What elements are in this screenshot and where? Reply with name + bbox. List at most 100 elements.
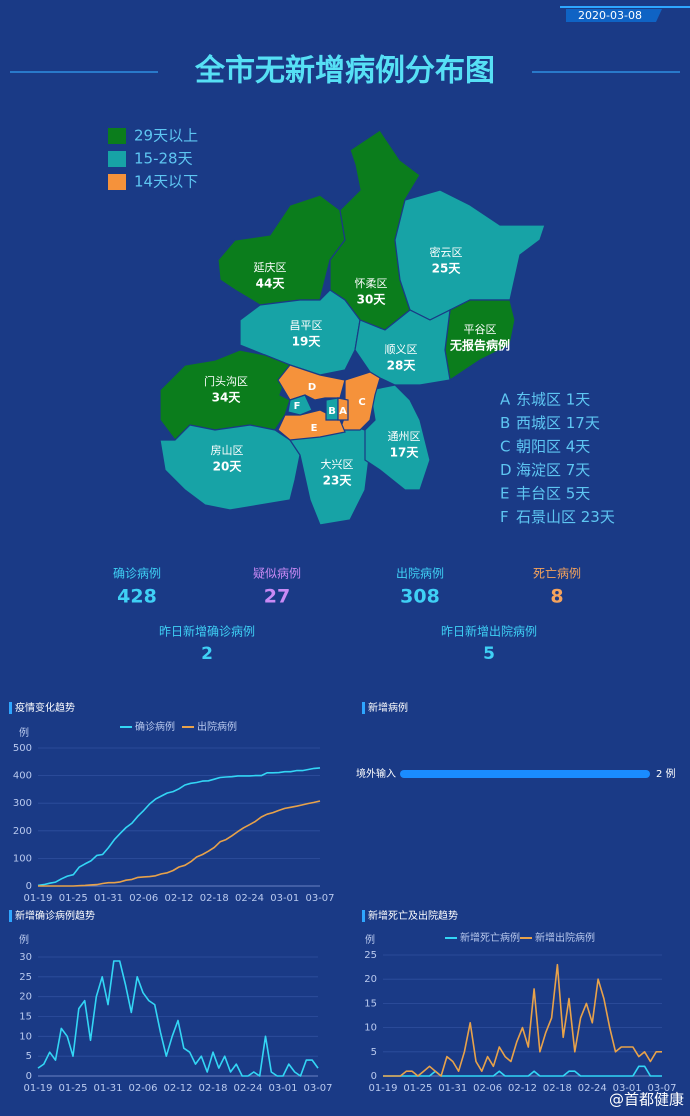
city-letter: F (500, 508, 509, 526)
district-days: 25天 (432, 262, 462, 276)
city-text: 西城区 17天 (516, 414, 600, 432)
x-tick-label: 02-24 (235, 893, 264, 904)
legend-label: 新增出院病例 (535, 931, 595, 944)
x-tick-label: 03-07 (303, 1083, 332, 1094)
stat-value: 428 (117, 586, 157, 608)
date-rule (560, 6, 690, 8)
category-label: 境外输入 (356, 767, 396, 780)
y-tick-label: 100 (13, 853, 32, 864)
x-tick-label: 01-25 (58, 1083, 87, 1094)
legend-label: 确诊病例 (135, 720, 175, 733)
district-name: 通州区 (388, 430, 421, 443)
legend-label: 14天以下 (134, 173, 198, 191)
district-name: 门头沟区 (204, 374, 248, 388)
district-dongcheng (337, 397, 349, 421)
series-line (383, 963, 662, 1077)
x-tick-label: 02-06 (129, 893, 158, 904)
series-line (37, 960, 319, 1077)
y-tick-label: 5 (371, 1047, 377, 1058)
city-text: 东城区 1天 (516, 391, 590, 409)
district-days: 23天 (323, 474, 353, 488)
title-marker (362, 910, 365, 922)
y-tick-label: 20 (19, 992, 32, 1003)
y-tick-label: 10 (19, 1031, 32, 1042)
x-tick-label: 01-31 (438, 1083, 467, 1094)
x-tick-label: 01-19 (23, 1083, 52, 1094)
city-text: 石景山区 23天 (516, 508, 615, 526)
map-letter: C (358, 397, 365, 408)
city-letter: C (500, 438, 510, 456)
x-tick-label: 03-07 (305, 893, 334, 904)
date-badge (566, 9, 662, 22)
x-tick-label: 01-19 (368, 1083, 397, 1094)
series-line (37, 767, 321, 887)
legend-swatch (108, 174, 126, 190)
yesterday-label: 昨日新增出院病例 (441, 624, 537, 639)
chart-title: 新增确诊病例趋势 (15, 909, 95, 922)
map-letter: A (339, 406, 347, 417)
y-tick-label: 200 (13, 826, 32, 837)
district-name: 房山区 (211, 444, 244, 457)
yesterday-value: 2 (201, 644, 213, 664)
date: 2020-03-08 (578, 9, 642, 22)
watermark: @首都健康 (609, 1091, 684, 1109)
legend-label: 出院病例 (197, 720, 237, 733)
page-title: 全市无新增病例分布图 (194, 54, 495, 89)
yesterday-value: 5 (483, 644, 495, 664)
district-tongzhou (364, 384, 431, 491)
chart-title: 新增病例 (368, 701, 408, 714)
y-axis-label: 例 (365, 933, 375, 946)
city-text: 海淀区 7天 (516, 461, 590, 479)
bar (400, 770, 650, 778)
x-tick-label: 01-31 (93, 1083, 122, 1094)
map-letter: E (311, 423, 318, 434)
district-name: 大兴区 (321, 457, 354, 471)
y-tick-label: 25 (19, 972, 32, 983)
x-tick-label: 03-07 (647, 1083, 676, 1094)
x-tick-label: 02-06 (473, 1083, 502, 1094)
x-tick-label: 03-01 (270, 893, 299, 904)
y-tick-label: 5 (26, 1051, 32, 1062)
legend-swatch (108, 151, 126, 167)
title-marker (9, 702, 12, 714)
district-name: 昌平区 (290, 319, 323, 332)
district-name: 怀柔区 (355, 277, 388, 290)
x-tick-label: 02-24 (578, 1083, 607, 1094)
x-tick-label: 03-01 (268, 1083, 297, 1094)
map-letter: B (328, 406, 336, 417)
legend-swatch (108, 128, 126, 144)
title-marker (9, 910, 12, 922)
stat-value: 27 (264, 586, 290, 608)
city-text: 丰台区 5天 (516, 485, 590, 503)
city-letter: D (500, 461, 512, 479)
district-days: 17天 (390, 446, 420, 460)
series-line (383, 1065, 662, 1077)
x-tick-label: 02-24 (233, 1083, 262, 1094)
district-name: 平谷区 (464, 323, 497, 336)
x-tick-label: 01-19 (23, 893, 52, 904)
yesterday-label: 昨日新增确诊病例 (159, 624, 255, 639)
map-letter: F (294, 401, 301, 412)
value-label: 2 例 (656, 767, 676, 780)
x-tick-label: 03-01 (613, 1083, 642, 1094)
stat-value: 308 (400, 586, 440, 608)
city-letter: E (500, 485, 509, 503)
legend-label: 新增死亡病例 (460, 931, 520, 944)
city-letter: B (500, 414, 510, 432)
x-tick-label: 02-12 (508, 1083, 537, 1094)
x-tick-label: 02-12 (164, 893, 193, 904)
x-tick-label: 02-06 (128, 1083, 157, 1094)
stat-label: 死亡病例 (533, 566, 581, 581)
y-tick-label: 30 (19, 952, 32, 963)
y-axis-label: 例 (19, 726, 29, 739)
stats: 确诊病例 428 疑似病例 27 出院病例 308 死亡病例 8 昨日新增确诊病例 2 昨日新增出院… (113, 566, 581, 665)
x-tick-label: 02-18 (543, 1083, 572, 1094)
x-tick-label: 01-25 (59, 893, 88, 904)
y-tick-label: 500 (13, 743, 32, 754)
y-tick-label: 10 (364, 1023, 377, 1034)
chart-title: 疫情变化趋势 (15, 701, 75, 714)
y-tick-label: 20 (364, 974, 377, 985)
x-tick-label: 01-25 (403, 1083, 432, 1094)
map-legend: 29天以上 15-28天 14天以下 (108, 127, 198, 191)
